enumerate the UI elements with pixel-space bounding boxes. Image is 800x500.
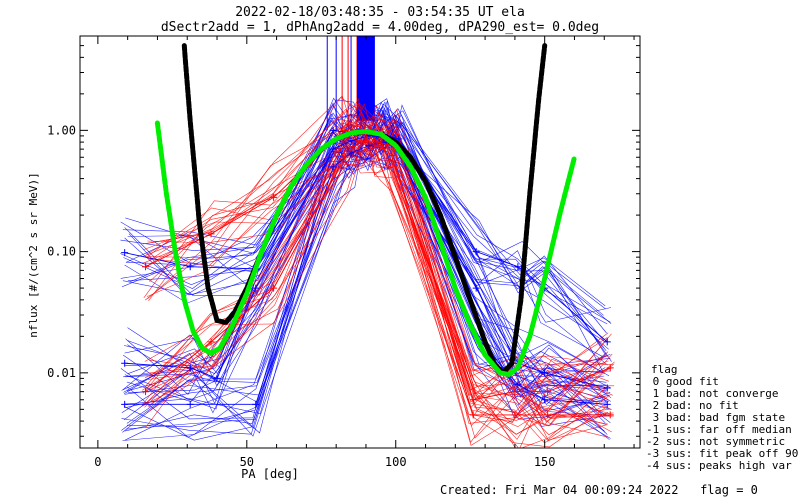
series-marker — [207, 338, 215, 346]
flag-legend: flag 0 good fit 1 bad: not converge 2 ba… — [646, 363, 798, 472]
x-tick-label: 50 — [240, 455, 254, 469]
y-axis-label: nflux [#/(cm^2 s sr MeV)] — [27, 172, 40, 338]
series-marker — [186, 364, 194, 372]
series-marker — [511, 411, 519, 419]
x-axis-label: PA [deg] — [241, 467, 299, 481]
legend-item: -3 sus: fit peak off 90 — [646, 447, 798, 460]
chart-title-line-2: dSectr2add = 1, dPhAng2add = 4.00deg, dP… — [161, 20, 599, 35]
y-tick-label: 0.01 — [47, 366, 76, 380]
series-marker — [514, 381, 522, 389]
series-marker — [603, 338, 611, 346]
series-marker — [121, 249, 129, 257]
series-line-density — [126, 99, 607, 402]
series-line-density — [144, 116, 607, 436]
series-line-density — [148, 128, 607, 428]
series-marker — [469, 411, 477, 419]
green-fit-curve — [154, 120, 577, 378]
y-tick-label: 1.00 — [47, 123, 76, 137]
series-marker — [514, 263, 522, 271]
x-tick-label: 150 — [534, 455, 556, 469]
series-marker — [374, 142, 382, 149]
series-marker — [544, 411, 552, 419]
legend-item: -2 sus: not symmetric — [646, 435, 785, 448]
series-line-density — [124, 124, 605, 396]
series-marker — [213, 374, 221, 382]
series-marker — [270, 284, 278, 292]
series-marker — [186, 263, 194, 271]
legend-item: 3 bad: bad fgm state — [646, 411, 785, 424]
x-tick-label: 100 — [385, 455, 407, 469]
series-line-density — [145, 112, 610, 441]
series-marker — [541, 396, 549, 404]
chart-title-line-1: 2022-02-18/03:48:35 - 03:54:35 UT ela — [235, 5, 525, 20]
series-marker — [541, 369, 549, 377]
series-marker — [603, 384, 611, 392]
series-line-density — [148, 116, 611, 427]
series-line — [124, 141, 608, 405]
series-marker — [606, 411, 614, 419]
series-line-density — [141, 130, 615, 415]
y-tick-label: 0.10 — [47, 245, 76, 259]
series-marker — [121, 400, 129, 408]
series-line-density — [142, 111, 609, 423]
series-line-density — [125, 157, 605, 431]
series-marker — [341, 126, 349, 134]
axes: 0 50 100 150 0.01 0.10 1.00 — [47, 35, 641, 469]
series-line-density — [122, 128, 605, 441]
series-line-density — [142, 97, 608, 427]
series-line-density — [149, 124, 608, 435]
series-line-density — [141, 118, 610, 403]
series-marker — [395, 135, 403, 143]
series-line-density — [145, 124, 611, 428]
series-marker — [389, 152, 397, 160]
spike-block — [357, 36, 375, 121]
series-marker — [544, 388, 552, 396]
series-marker — [329, 145, 337, 153]
plot-area — [120, 36, 615, 448]
creation-footer: Created: Fri Mar 04 00:09:24 2022 flag =… — [440, 483, 758, 497]
series-marker — [511, 388, 519, 396]
series-line-density — [144, 112, 609, 444]
series-line-density — [147, 150, 609, 438]
series-line-density — [147, 138, 614, 439]
legend-item: -1 sus: far off median — [646, 423, 792, 436]
legend-item: -4 sus: peaks high var — [646, 459, 792, 472]
series-marker — [252, 284, 260, 292]
legend-item: 0 good fit — [646, 375, 719, 388]
series-marker — [469, 396, 477, 404]
series-marker — [270, 193, 278, 201]
series-marker — [356, 137, 364, 145]
plot-frame — [79, 35, 641, 449]
series-marker — [380, 138, 388, 146]
series-marker — [472, 284, 480, 292]
series-marker — [603, 400, 611, 408]
series-marker — [472, 248, 480, 256]
x-tick-label: 0 — [94, 455, 101, 469]
series-marker — [606, 364, 614, 372]
series-line-density — [126, 122, 607, 428]
legend-title: flag — [651, 363, 678, 376]
series-marker — [252, 400, 260, 408]
series-marker — [142, 263, 150, 271]
series-line-density — [141, 118, 609, 448]
series-marker — [341, 153, 349, 161]
legend-item: 1 bad: not converge — [646, 387, 778, 400]
series-line-density — [146, 122, 614, 435]
series-marker — [329, 163, 337, 171]
series-marker — [142, 388, 150, 396]
series-line-density — [124, 118, 607, 432]
series-line-density — [148, 115, 612, 396]
series-line-density — [124, 135, 607, 410]
series-marker — [347, 137, 355, 145]
series-marker — [329, 126, 337, 134]
series-line-density — [146, 118, 607, 391]
series-marker — [186, 400, 194, 408]
series-marker — [207, 230, 215, 238]
series-marker — [121, 359, 129, 367]
legend-item: 2 bad: no fit — [646, 399, 739, 412]
series-group — [120, 36, 615, 448]
